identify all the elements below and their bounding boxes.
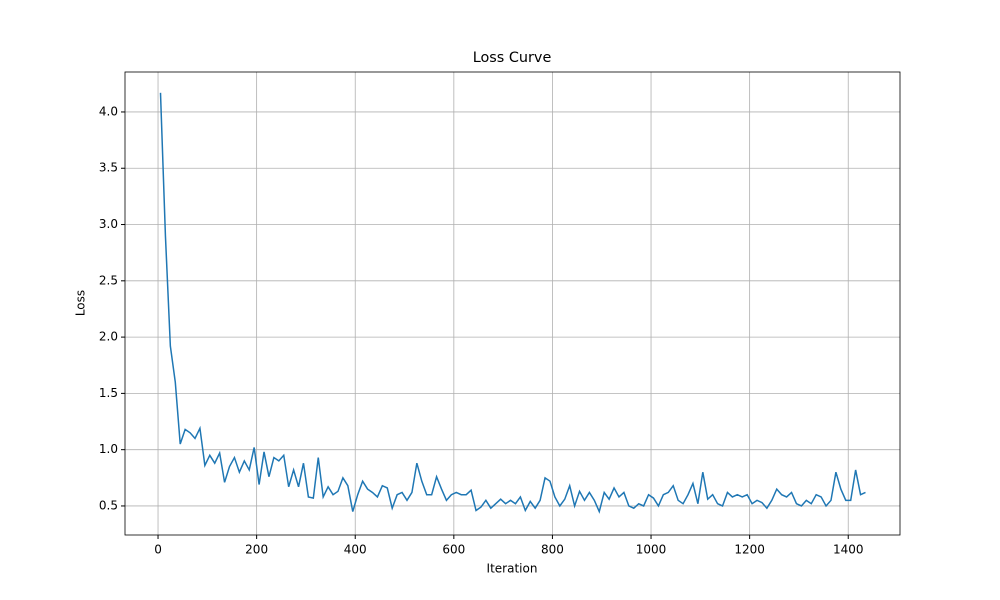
x-tick-label: 200 — [245, 543, 268, 557]
x-tick-label: 800 — [541, 543, 564, 557]
y-tick-label: 0.5 — [99, 498, 118, 512]
x-tick-label: 1200 — [734, 543, 765, 557]
chart-title: Loss Curve — [473, 50, 552, 66]
x-tick-label: 1000 — [636, 543, 667, 557]
y-tick-label: 2.5 — [99, 273, 118, 287]
data-line — [159, 92, 866, 514]
y-axis-label: Loss — [74, 290, 88, 316]
plot-frame — [124, 71, 901, 536]
y-tick-label: 3.5 — [99, 161, 118, 175]
x-tick-label: 1400 — [833, 543, 864, 557]
x-axis-label: Iteration — [487, 562, 538, 576]
x-tick-label: 400 — [344, 543, 367, 557]
y-tick-label: 2.0 — [99, 330, 118, 344]
y-tick-label: 1.5 — [99, 386, 118, 400]
y-tick-label: 1.0 — [99, 442, 118, 456]
y-tick-label: 4.0 — [99, 104, 118, 118]
x-tick-label: 600 — [442, 543, 465, 557]
x-tick-label: 0 — [154, 543, 162, 557]
y-tick-label: 3.0 — [99, 217, 118, 231]
